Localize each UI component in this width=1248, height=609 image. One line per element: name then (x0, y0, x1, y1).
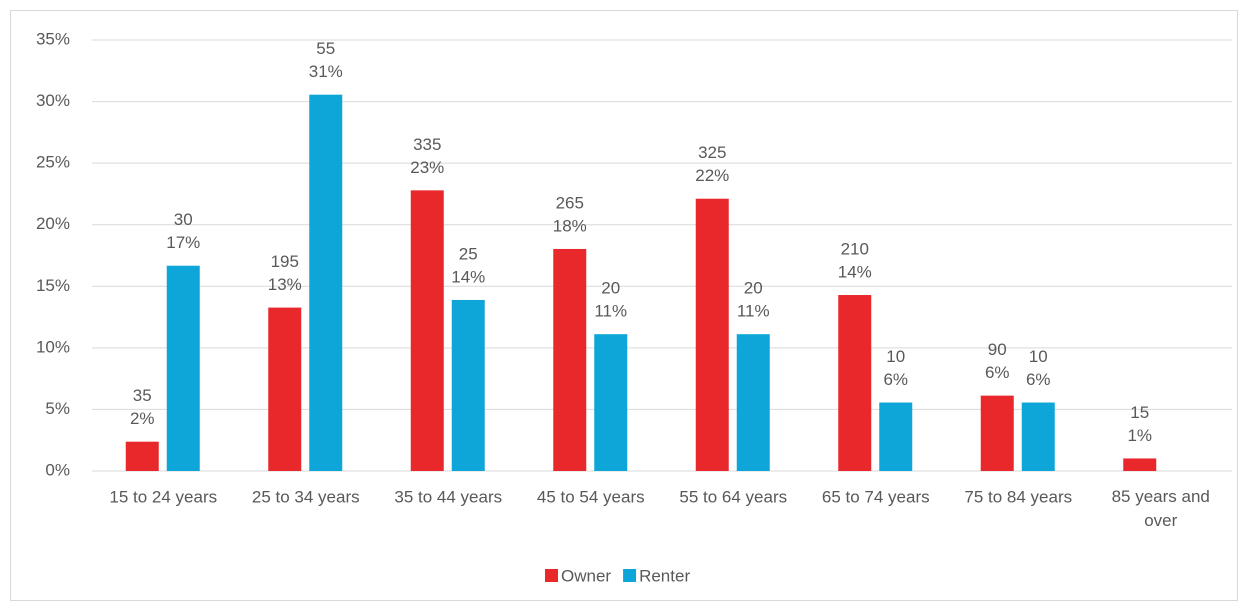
x-tick-label: 15 to 24 years (109, 487, 217, 506)
count-label: 20 (601, 279, 620, 298)
value-label: 22% (695, 166, 729, 185)
bar (980, 395, 1014, 471)
y-tick-label: 10% (36, 337, 70, 356)
bar (125, 441, 159, 471)
count-label: 195 (271, 252, 299, 271)
x-tick-label: 55 to 64 years (679, 487, 787, 506)
count-label: 15 (1130, 403, 1149, 422)
bar (695, 198, 729, 471)
bar (1021, 402, 1055, 471)
x-tick-label: 75 to 84 years (964, 487, 1072, 506)
value-label: 1% (1127, 426, 1152, 445)
x-tick-label: 65 to 74 years (822, 487, 930, 506)
count-label: 10 (1029, 347, 1048, 366)
count-label: 55 (316, 39, 335, 58)
count-label: 30 (174, 210, 193, 229)
value-label: 23% (410, 158, 444, 177)
count-label: 335 (413, 135, 441, 154)
value-label: 13% (268, 275, 302, 294)
x-tick-label: 35 to 44 years (394, 487, 502, 506)
value-label: 6% (883, 370, 908, 389)
count-label: 10 (886, 347, 905, 366)
bar (838, 295, 872, 471)
count-label: 25 (459, 244, 478, 263)
value-label: 11% (737, 302, 770, 321)
count-label: 35 (133, 386, 152, 405)
legend-label: Renter (639, 566, 690, 585)
bar (594, 334, 628, 471)
y-tick-label: 15% (36, 276, 70, 295)
value-label: 6% (1026, 370, 1051, 389)
value-label: 31% (309, 62, 343, 81)
y-tick-label: 0% (45, 460, 70, 479)
value-label: 18% (553, 216, 587, 235)
value-label: 14% (451, 267, 485, 286)
count-label: 325 (698, 143, 726, 162)
bar (309, 94, 343, 472)
y-tick-label: 20% (36, 214, 70, 233)
count-label: 265 (556, 193, 584, 212)
value-label: 17% (166, 233, 200, 252)
bar (879, 402, 913, 471)
bar (553, 248, 587, 471)
y-tick-label: 25% (36, 153, 70, 172)
x-tick-label: 25 to 34 years (252, 487, 360, 506)
y-tick-label: 5% (45, 399, 70, 418)
value-label: 2% (130, 409, 155, 428)
bar (1123, 458, 1157, 471)
chart-border (10, 10, 1238, 601)
bar (268, 307, 302, 471)
value-label: 11% (594, 302, 627, 321)
value-label: 6% (985, 363, 1010, 382)
y-tick-label: 30% (36, 91, 70, 110)
legend-swatch (545, 569, 558, 582)
value-label: 14% (838, 263, 872, 282)
count-label: 20 (744, 279, 763, 298)
bar (166, 265, 200, 471)
legend-swatch (623, 569, 637, 582)
bar (410, 190, 444, 471)
bar (451, 299, 485, 471)
y-tick-label: 35% (36, 29, 70, 48)
x-tick-label: 45 to 54 years (537, 487, 645, 506)
x-tick-label: 85 years and over (1112, 487, 1210, 530)
bar (736, 334, 770, 471)
legend-label: Owner (561, 566, 611, 585)
count-label: 90 (988, 340, 1007, 359)
count-label: 210 (841, 240, 869, 259)
